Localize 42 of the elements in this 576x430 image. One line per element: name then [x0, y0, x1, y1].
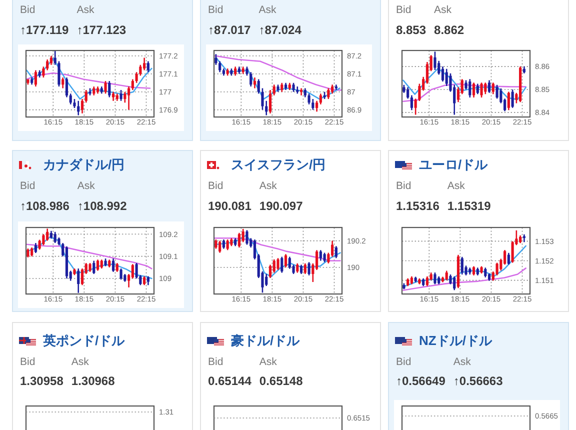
chart-title: ユーロ/ドル	[419, 157, 489, 172]
text: Ask	[71, 356, 90, 368]
text: Ask	[258, 4, 277, 16]
chart-title: カナダドル/円	[43, 157, 125, 172]
text: 8.853	[396, 23, 426, 37]
text: 豪ドル/ドル	[230, 333, 301, 348]
text: 190.097	[259, 199, 304, 213]
text: ↑108.986	[20, 199, 70, 213]
text: Ask	[447, 180, 466, 192]
text: Ask	[434, 4, 452, 16]
chart-title: スイスフラン/円	[231, 157, 326, 172]
text: NZドル/ドル	[419, 333, 493, 348]
text: Ask	[453, 356, 472, 368]
text: Bid	[20, 356, 36, 368]
text: Bid	[396, 4, 412, 16]
text: ↑87.017	[208, 23, 252, 37]
text: Ask	[76, 4, 95, 16]
text: ↑87.024	[258, 23, 302, 37]
text: 190.081	[208, 199, 252, 213]
text: Bid	[208, 356, 224, 368]
text: 8.862	[434, 23, 464, 37]
text: 1.15319	[447, 199, 492, 213]
text: Bid	[396, 180, 412, 192]
text: 1.30968	[71, 374, 116, 388]
text: Ask	[77, 180, 96, 192]
text: 英ポンド/ドル	[42, 333, 126, 348]
text: ↑0.56663	[453, 374, 504, 388]
text: ↑177.119	[20, 23, 70, 37]
text: Bid	[20, 4, 36, 16]
text: 0.65148	[259, 374, 304, 388]
text: Bid	[20, 180, 36, 192]
text: Bid	[208, 4, 224, 16]
text: 1.30958	[20, 374, 64, 388]
text: ↑177.123	[76, 23, 126, 37]
text: ↑108.992	[77, 199, 128, 213]
text: ↑0.56649	[396, 374, 446, 388]
text: Bid	[396, 356, 412, 368]
text: 0.65144	[208, 374, 252, 388]
text: Bid	[208, 180, 224, 192]
text: Ask	[259, 180, 278, 192]
text: Ask	[259, 356, 278, 368]
text: 1.15316	[396, 199, 440, 213]
